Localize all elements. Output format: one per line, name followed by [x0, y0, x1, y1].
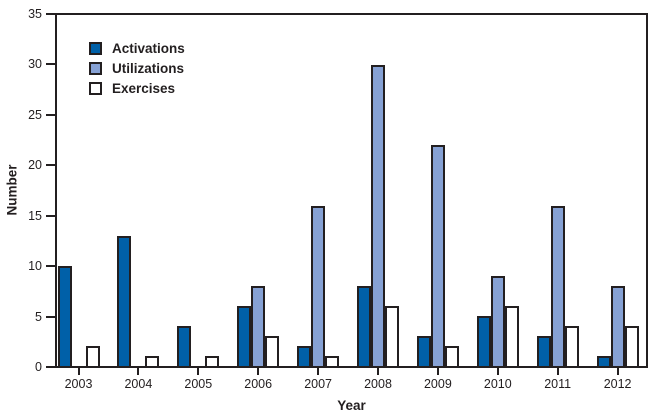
bar-exercises-2003 [85, 345, 100, 366]
legend-item-utilizations: Utilizations [89, 62, 185, 75]
legend-label-activations: Activations [112, 41, 185, 56]
x-tick-label-2007: 2007 [304, 377, 332, 391]
legend-swatch-exercises [89, 82, 102, 95]
bar-activations-2010 [476, 315, 491, 366]
x-tick-2011 [556, 368, 559, 375]
legend: Activations Utilizations Exercises [89, 42, 185, 102]
bar-exercises-2005 [205, 355, 220, 366]
x-tick-label-2008: 2008 [364, 377, 392, 391]
y-tick-label-30: 30 [28, 57, 42, 72]
bar-activations-2008 [357, 285, 371, 366]
legend-item-exercises: Exercises [89, 82, 185, 95]
y-tick-label-5: 5 [35, 309, 42, 324]
bar-activations-2011 [536, 335, 551, 366]
x-tick-2010 [496, 368, 499, 375]
bar-exercises-2008 [385, 305, 399, 366]
legend-label-exercises: Exercises [112, 81, 176, 96]
y-tick-label-10: 10 [28, 259, 42, 274]
y-tick-35 [46, 13, 55, 15]
y-tick-0 [46, 366, 55, 368]
bar-utilizations-2008 [371, 65, 385, 366]
plot-area [55, 13, 648, 368]
legend-swatch-utilizations [89, 62, 102, 75]
bar-exercises-2011 [564, 325, 579, 366]
x-tick-label-2004: 2004 [124, 377, 153, 391]
x-tick-label-2010: 2010 [483, 377, 512, 391]
bar-utilizations-2011 [550, 205, 565, 366]
bar-activations-2005 [177, 325, 192, 366]
x-tick-label-2005: 2005 [184, 377, 213, 391]
bar-exercises-2006 [265, 335, 280, 366]
x-tick-2009 [436, 368, 439, 375]
bar-exercises-2010 [504, 305, 519, 366]
y-tick-5 [46, 315, 55, 318]
bar-utilizations-2009 [430, 145, 445, 366]
x-tick-label-2003: 2003 [64, 377, 93, 391]
bar-activations-2006 [237, 305, 252, 366]
x-tick-2003 [77, 368, 80, 375]
bar-utilizations-2012 [610, 285, 625, 366]
x-tick-label-2006: 2006 [244, 377, 273, 391]
y-tick-25 [46, 113, 55, 116]
plot-inner [57, 15, 646, 366]
bar-activations-2012 [596, 355, 611, 366]
x-tick-2007 [317, 368, 320, 375]
bar-activations-2003 [57, 265, 72, 366]
bar-exercises-2007 [325, 355, 340, 366]
x-tick-2008 [377, 368, 379, 375]
x-tick-2005 [197, 368, 200, 375]
y-tick-label-0: 0 [35, 360, 42, 374]
bar-activations-2009 [416, 335, 431, 366]
y-tick-label-35: 35 [28, 7, 42, 21]
bar-exercises-2004 [145, 355, 160, 366]
legend-item-activations: Activations [89, 42, 185, 55]
y-tick-15 [46, 214, 55, 217]
bar-exercises-2012 [624, 325, 639, 366]
bar-exercises-2009 [444, 345, 459, 366]
bar-utilizations-2006 [251, 285, 266, 366]
y-tick-20 [46, 164, 55, 167]
bar-activations-2007 [297, 345, 312, 366]
x-axis-title: Year [337, 398, 366, 413]
x-tick-label-2011: 2011 [544, 377, 572, 391]
x-tick-2004 [137, 368, 140, 375]
bar-activations-2004 [117, 235, 132, 366]
x-tick-label-2009: 2009 [423, 377, 452, 391]
y-tick-label-15: 15 [28, 208, 42, 223]
x-tick-label-2012: 2012 [603, 377, 632, 391]
y-tick-label-25: 25 [28, 107, 42, 122]
y-tick-10 [46, 265, 55, 268]
y-tick-30 [46, 63, 55, 66]
legend-label-utilizations: Utilizations [112, 61, 185, 76]
y-tick-label-20: 20 [28, 158, 42, 173]
bar-utilizations-2007 [311, 205, 326, 366]
bar-utilizations-2010 [490, 275, 505, 366]
legend-swatch-activations [89, 42, 102, 55]
x-tick-2006 [257, 368, 260, 375]
x-tick-2012 [616, 368, 619, 375]
